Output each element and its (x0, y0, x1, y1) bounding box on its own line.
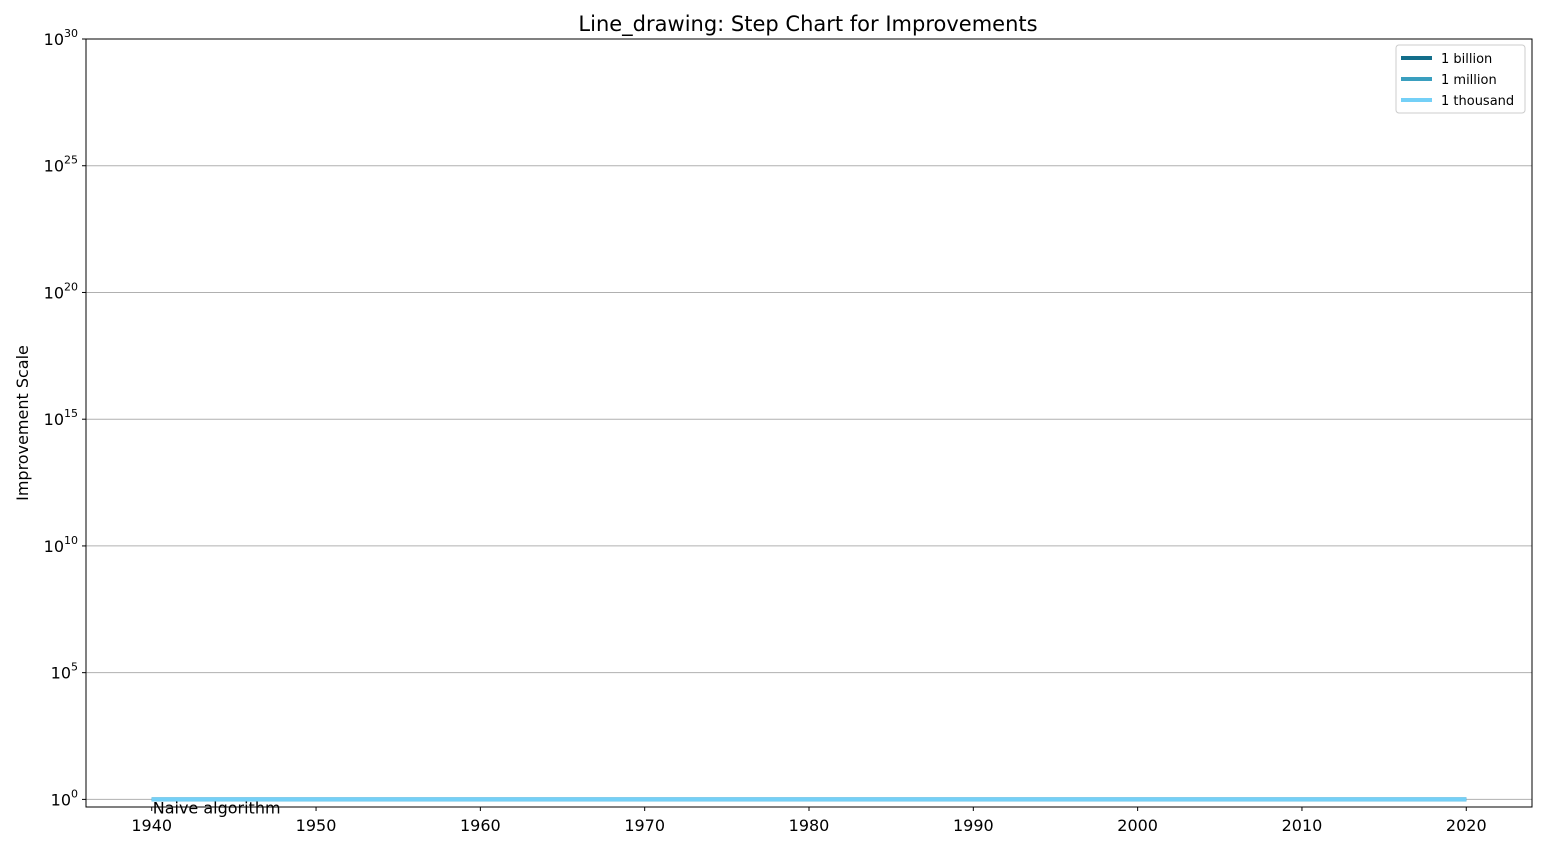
x-tick-label: 2010 (1282, 816, 1323, 835)
grid-lines (86, 38, 1532, 800)
y-axis-label: Improvement Scale (13, 345, 32, 501)
y-tick-label: 1020 (44, 280, 78, 302)
y-tick-label: 105 (51, 661, 78, 683)
x-tick-label: 2020 (1446, 816, 1487, 835)
annotations: Naive algorithm (153, 798, 281, 817)
x-tick-label: 2000 (1117, 816, 1158, 835)
legend-label: 1 billion (1441, 52, 1492, 67)
y-tick-label: 1015 (44, 407, 78, 429)
x-axis-ticks: 1940 1950 1960 1970 1980 1990 2000 2010 2020 (131, 807, 1487, 835)
x-tick-label: 1990 (953, 816, 994, 835)
y-axis-ticks: 100 105 1010 1015 1020 1025 1030 (44, 27, 86, 809)
y-tick-label: 1030 (44, 27, 78, 49)
y-tick-label: 1010 (44, 534, 78, 556)
x-tick-label: 1960 (460, 816, 501, 835)
y-tick-label: 100 (51, 787, 78, 809)
y-tick-label: 1025 (44, 154, 78, 176)
legend: 1 billion 1 million 1 thousand (1395, 44, 1526, 114)
legend-label: 1 million (1441, 73, 1497, 88)
x-tick-label: 1980 (789, 816, 830, 835)
x-tick-label: 1950 (296, 816, 337, 835)
x-tick-label: 1940 (131, 816, 172, 835)
legend-label: 1 thousand (1441, 94, 1514, 109)
legend-box (1395, 44, 1526, 114)
annotation-label: Naive algorithm (153, 798, 281, 817)
x-tick-label: 1970 (624, 816, 665, 835)
plot-frame (85, 38, 1533, 808)
chart-title: Line_drawing: Step Chart for Improvement… (578, 12, 1037, 37)
